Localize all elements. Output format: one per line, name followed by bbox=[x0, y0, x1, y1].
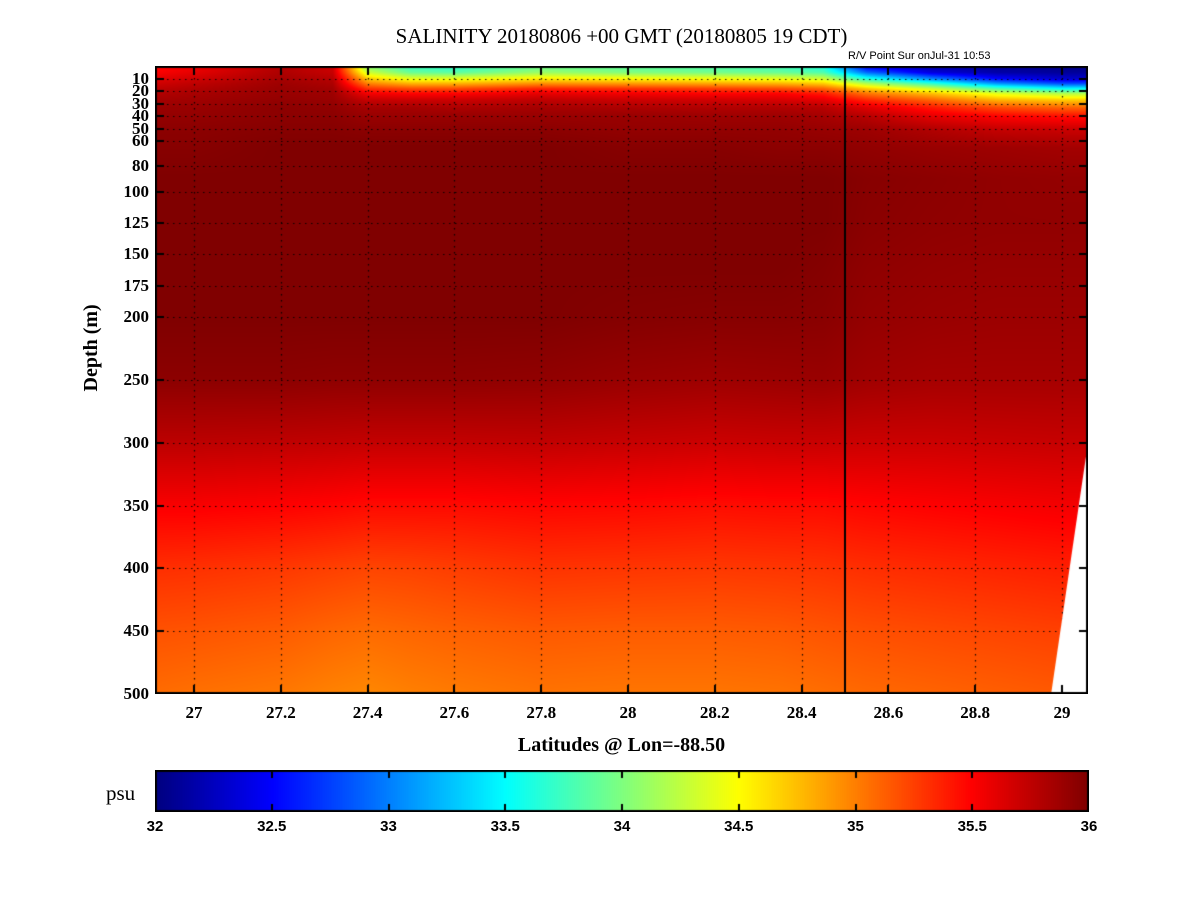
x-tick-label: 27.8 bbox=[526, 703, 557, 722]
x-tick-label: 28.8 bbox=[960, 703, 991, 722]
colorbar-gradient bbox=[155, 770, 1089, 812]
y-tick-label: 350 bbox=[123, 495, 150, 515]
x-tick-label: 27.2 bbox=[265, 703, 296, 722]
colorbar-tick-label: 35 bbox=[847, 818, 864, 835]
y-tick-label: 175 bbox=[123, 275, 150, 295]
plot-title: SALINITY 20180806 +00 GMT (20180805 19 C… bbox=[395, 24, 848, 48]
y-tick-label: 125 bbox=[123, 213, 150, 232]
y-tick-label: 300 bbox=[123, 432, 150, 452]
y-tick-label: 10 bbox=[132, 68, 149, 88]
x-axis-label: Latitudes @ Lon=-88.50 bbox=[517, 734, 726, 756]
colorbar-tick-label: 32.5 bbox=[257, 818, 287, 835]
colorbar-tick-label: 32 bbox=[146, 818, 164, 835]
x-tick-label: 27 bbox=[185, 703, 203, 722]
colorbar-tick-label: 33.5 bbox=[490, 818, 520, 835]
salinity-heatmap bbox=[155, 66, 1088, 694]
x-tick-label: 28.6 bbox=[873, 703, 904, 722]
y-tick-label: 450 bbox=[123, 621, 150, 641]
y-tick-label: 50 bbox=[132, 118, 149, 138]
colorbar-tick-label: 33 bbox=[380, 818, 397, 835]
y-tick-label: 100 bbox=[123, 181, 150, 201]
x-tick-label: 29 bbox=[1053, 703, 1071, 722]
y-tick-label: 150 bbox=[123, 244, 150, 264]
x-tick-label: 28.4 bbox=[786, 703, 817, 722]
colorbar-tick-label: 34 bbox=[613, 818, 631, 835]
y-tick-label: 250 bbox=[123, 370, 150, 389]
y-tick-label: 80 bbox=[132, 156, 149, 176]
x-tick-label: 28 bbox=[619, 703, 637, 722]
y-tick-label: 500 bbox=[123, 684, 150, 703]
colorbar-tick-label: 34.5 bbox=[724, 818, 754, 835]
colorbar-tick-label: 36 bbox=[1080, 818, 1098, 835]
y-tick-label: 60 bbox=[132, 131, 149, 151]
y-tick-label: 20 bbox=[132, 81, 149, 101]
x-tick-label: 27.4 bbox=[352, 703, 383, 722]
x-tick-label: 28.2 bbox=[699, 703, 730, 722]
y-tick-label: 30 bbox=[132, 93, 149, 113]
colorbar-unit-label: psu bbox=[106, 781, 136, 805]
colorbar-tick-label: 35.5 bbox=[957, 818, 987, 835]
ship-annotation: R/V Point Sur onJul-31 10:53 bbox=[848, 50, 991, 62]
y-tick-label: 400 bbox=[123, 558, 150, 578]
y-tick-label: 200 bbox=[123, 307, 150, 327]
y-tick-label: 40 bbox=[132, 106, 149, 126]
x-tick-label: 27.6 bbox=[439, 703, 470, 722]
